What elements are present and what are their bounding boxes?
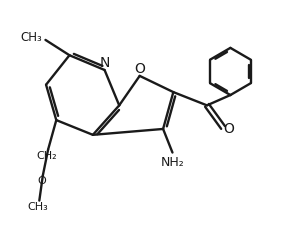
- Text: N: N: [99, 56, 110, 71]
- Text: O: O: [223, 122, 234, 136]
- Text: CH₃: CH₃: [27, 202, 48, 212]
- Text: CH₃: CH₃: [20, 31, 42, 44]
- Text: CH₂: CH₂: [36, 151, 57, 161]
- Text: O: O: [37, 176, 46, 186]
- Text: O: O: [134, 62, 145, 76]
- Text: NH₂: NH₂: [161, 156, 185, 169]
